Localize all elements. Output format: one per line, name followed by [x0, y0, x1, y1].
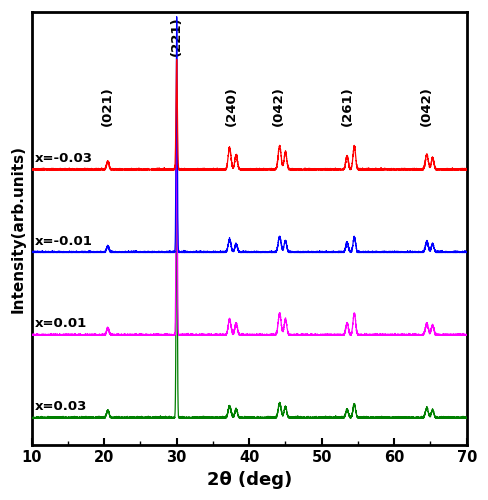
Y-axis label: Intensity(arb.units): Intensity(arb.units) [11, 145, 26, 313]
Text: (240): (240) [224, 86, 238, 126]
Text: x=0.03: x=0.03 [35, 400, 88, 413]
Text: x=-0.03: x=-0.03 [35, 152, 93, 165]
Text: (042): (042) [420, 86, 433, 126]
Text: (042): (042) [272, 86, 285, 126]
Text: x=-0.01: x=-0.01 [35, 235, 93, 248]
Text: (261): (261) [341, 86, 354, 126]
Text: (221): (221) [170, 16, 183, 56]
Text: (021): (021) [102, 86, 114, 126]
X-axis label: 2θ (deg): 2θ (deg) [206, 471, 292, 489]
Text: x=0.01: x=0.01 [35, 318, 87, 330]
